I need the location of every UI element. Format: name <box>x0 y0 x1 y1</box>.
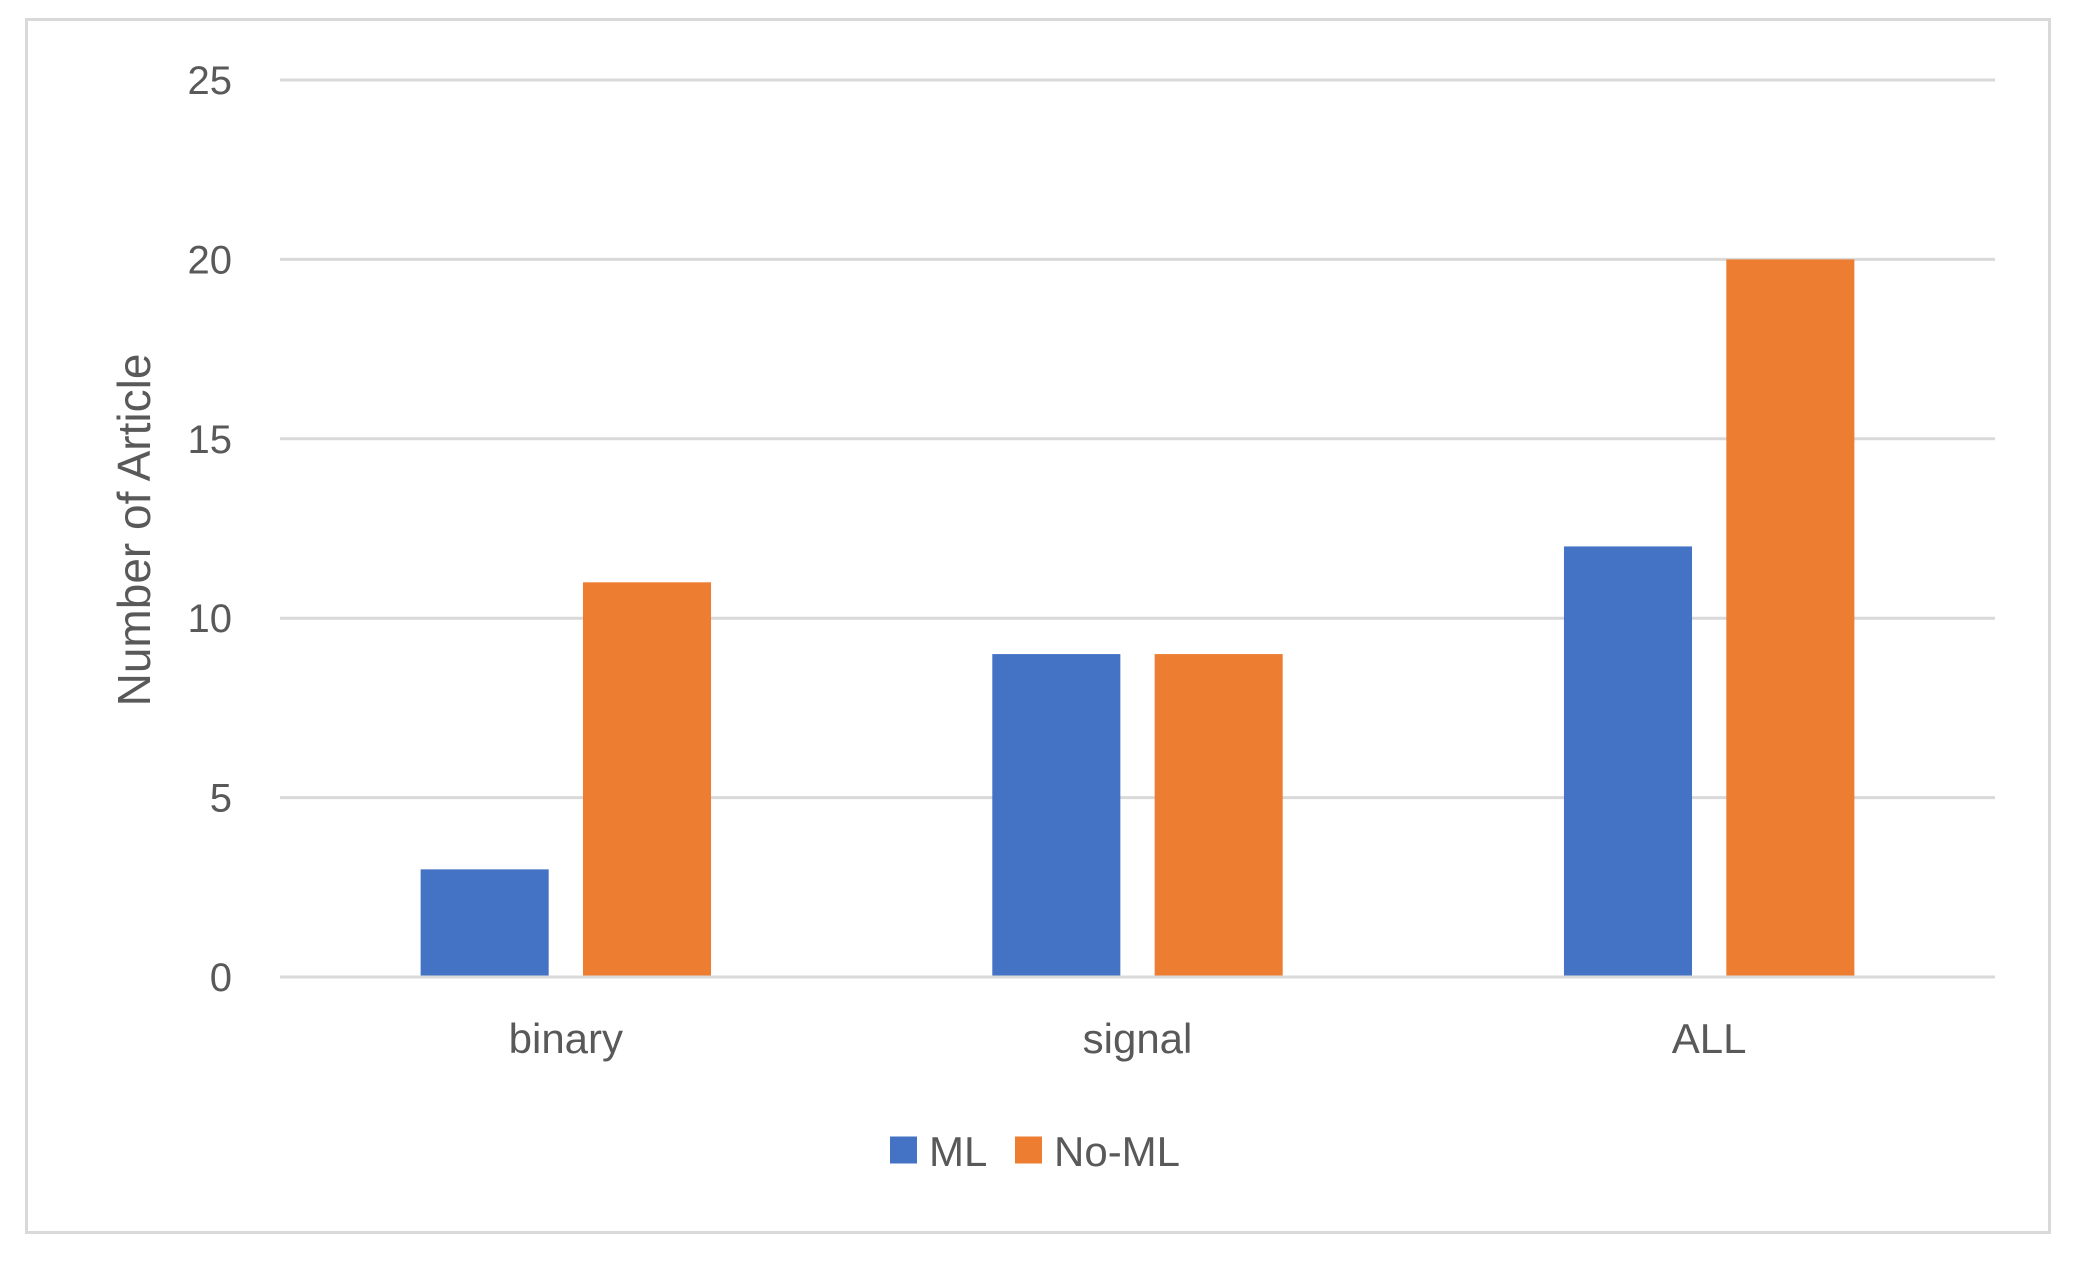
bar-ml-all <box>1563 546 1693 977</box>
y-axis-ticks: 0 5 10 15 20 25 <box>188 59 233 1000</box>
legend-label: No-ML <box>1054 1128 1180 1175</box>
legend: ML No-ML <box>890 1128 1180 1175</box>
category-label: signal <box>1083 1015 1193 1062</box>
bars <box>420 259 1855 977</box>
y-tick-label: 0 <box>210 956 232 1000</box>
category-label: ALL <box>1672 1015 1747 1062</box>
chart-frame <box>25 18 2051 1234</box>
y-tick-label: 5 <box>210 777 232 821</box>
y-tick-label: 25 <box>188 59 233 103</box>
category-label: binary <box>509 1015 623 1062</box>
y-tick-label: 15 <box>188 418 233 462</box>
y-tick-label: 10 <box>188 597 233 641</box>
legend-label: ML <box>929 1128 987 1175</box>
y-tick-label: 20 <box>188 238 233 282</box>
bar-no-ml-signal <box>1154 654 1283 977</box>
bar-no-ml-binary <box>582 582 712 977</box>
legend-swatch <box>1015 1136 1042 1164</box>
y-axis-title: Number of Article <box>108 354 160 707</box>
bar-ml-binary <box>420 869 549 977</box>
bar-ml-signal <box>992 654 1121 977</box>
bar-no-ml-all <box>1726 259 1855 977</box>
legend-swatch <box>890 1136 917 1164</box>
gridlines <box>280 78 1995 800</box>
x-axis-categories: binary signal ALL <box>509 1015 1747 1062</box>
